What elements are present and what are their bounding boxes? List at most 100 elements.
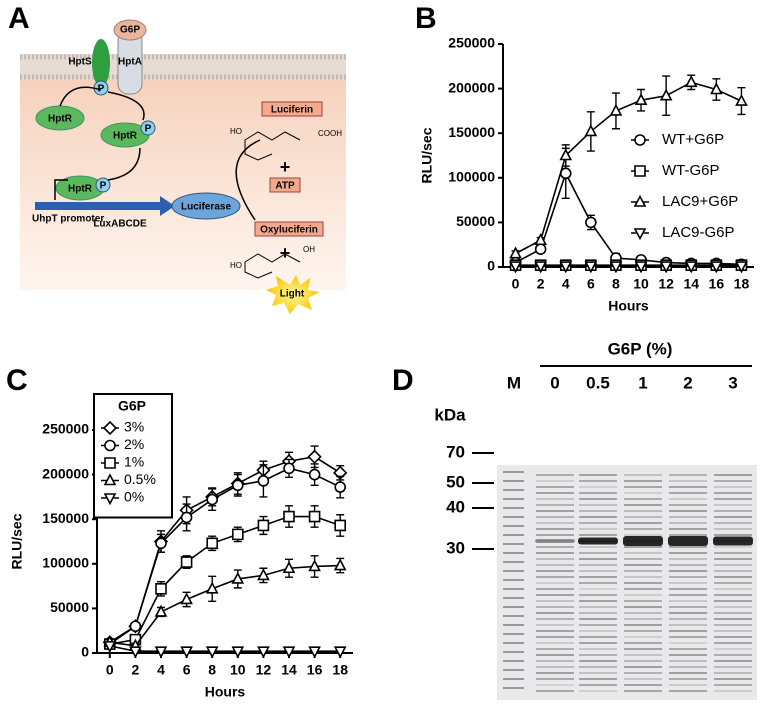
marker — [232, 479, 244, 492]
diagram: A G6P HptS HptA P HptR HptR P HptR — [8, 2, 346, 314]
arrow — [107, 91, 145, 121]
gel — [497, 465, 757, 700]
x-tick-label: 6 — [587, 276, 595, 292]
x-tick-label: 12 — [256, 662, 272, 678]
marker-label: 50 — [446, 472, 465, 491]
marker — [129, 620, 142, 632]
marker — [659, 261, 673, 274]
label: COOH — [318, 129, 342, 138]
marker — [334, 481, 347, 493]
membrane — [20, 54, 346, 80]
marker — [307, 449, 322, 464]
label: UhpT promoter — [32, 214, 104, 225]
marker — [659, 88, 673, 101]
marker — [534, 261, 547, 274]
marker — [103, 641, 117, 654]
x-tick-label: 14 — [683, 276, 699, 292]
y-axis-label: RLU/sec — [419, 127, 435, 183]
marker — [180, 592, 193, 605]
marker — [735, 93, 748, 106]
marker — [180, 556, 193, 568]
y-tick-label: 100000 — [448, 169, 495, 185]
marker-label: 70 — [446, 442, 465, 461]
gel-header: G6P (%) — [608, 339, 673, 358]
marker — [584, 124, 598, 137]
label: P — [145, 124, 152, 135]
x-tick-label: 18 — [734, 276, 750, 292]
marker — [584, 261, 598, 274]
box — [254, 221, 324, 237]
plus: + — [280, 157, 291, 177]
luciferase — [171, 192, 241, 220]
marker — [283, 462, 295, 475]
legend-label: 0.5% — [124, 471, 156, 487]
marker — [257, 475, 270, 487]
x-tick-label: 10 — [230, 662, 246, 678]
legend-marker — [634, 165, 646, 177]
series-line — [109, 564, 341, 647]
legend-label: 3% — [124, 419, 144, 435]
x-tick-label: 0 — [512, 276, 520, 292]
plus: + — [280, 243, 291, 263]
y-tick-label: 200000 — [42, 465, 89, 481]
lane-label: 0 — [550, 373, 559, 392]
y-tick-label: 150000 — [42, 510, 89, 526]
label: HptA — [118, 57, 142, 68]
panel-label: C — [6, 364, 28, 397]
marker — [534, 233, 547, 246]
lane-label: 2 — [683, 373, 692, 392]
y-tick-label: 250000 — [448, 35, 495, 51]
x-axis-label: Hours — [608, 298, 649, 314]
marker — [684, 261, 698, 274]
marker — [206, 493, 219, 506]
light — [266, 275, 320, 314]
marker — [559, 148, 573, 161]
marker — [509, 246, 522, 259]
lane-label: 3 — [728, 373, 737, 392]
label: HO — [230, 127, 242, 136]
marker — [206, 537, 218, 550]
y-tick-label: 100000 — [42, 555, 89, 571]
marker — [205, 581, 219, 594]
legend-label: WT-G6P — [662, 162, 720, 179]
band — [668, 536, 708, 546]
marker — [585, 216, 597, 229]
marker — [509, 261, 522, 274]
box — [269, 177, 301, 193]
y-tick-label: 150000 — [448, 124, 495, 140]
y-tick-label: 0 — [487, 258, 495, 274]
series-line — [515, 81, 742, 255]
legend-label: WT+G6P — [662, 131, 724, 148]
legend-title: G6P — [118, 398, 146, 414]
gel-panel: D G6P (%) kDa M 0 0.5 1 2 3 70 50 40 30 — [392, 339, 757, 700]
legend-marker — [104, 457, 116, 469]
marker — [308, 510, 321, 523]
legend-marker — [103, 473, 117, 486]
label: HptR — [68, 184, 93, 195]
marker — [559, 167, 572, 180]
x-tick-label: 2 — [132, 662, 140, 678]
band — [535, 539, 575, 543]
marker — [283, 510, 295, 523]
y-axis-label: RLU/sec — [9, 513, 25, 569]
marker — [308, 646, 321, 659]
marker — [634, 261, 648, 274]
legend-marker — [633, 194, 647, 207]
marker — [609, 103, 623, 116]
x-tick-label: 12 — [658, 276, 674, 292]
x-tick-label: 8 — [612, 276, 620, 292]
legend-marker — [102, 420, 118, 436]
x-axis-label: Hours — [205, 684, 246, 700]
label: Luciferin — [271, 105, 313, 116]
x-tick-label: 18 — [332, 662, 348, 678]
unit: kDa — [434, 405, 466, 424]
panel-label: D — [392, 364, 414, 397]
phosphate — [95, 177, 111, 193]
marker — [334, 519, 346, 532]
label: HptR — [48, 114, 73, 125]
legend-label: LAC9+G6P — [662, 193, 738, 210]
legend-label: 0% — [124, 489, 144, 505]
label: Luciferase — [181, 202, 231, 213]
structure — [244, 253, 301, 279]
